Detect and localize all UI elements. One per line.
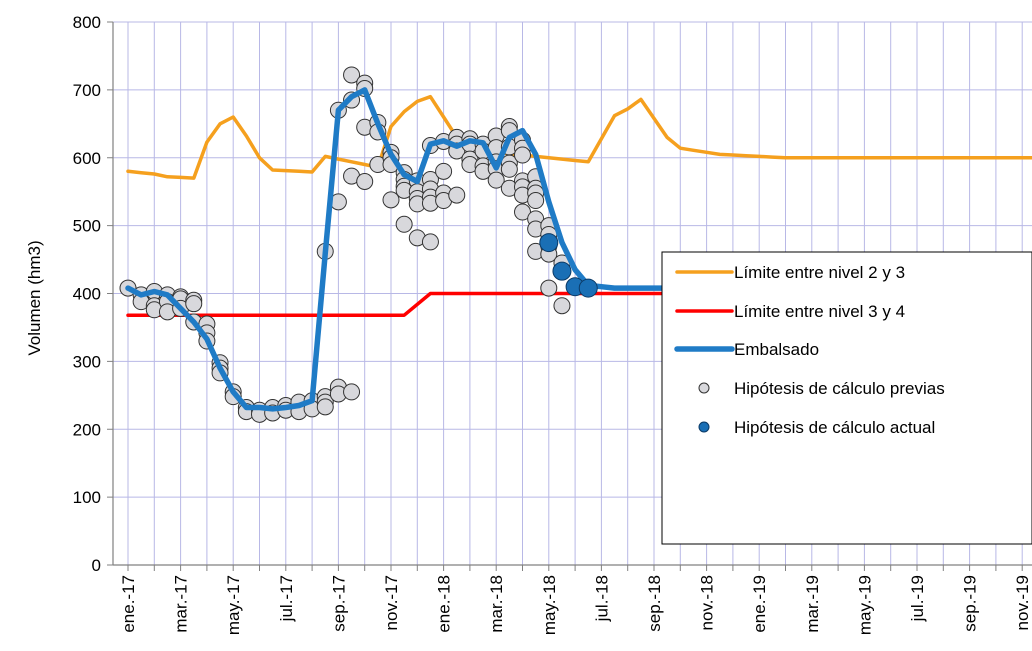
point-previas: [185, 295, 203, 313]
y-tick-label: 500: [73, 217, 101, 236]
point-previas: [395, 215, 413, 233]
x-tick-label: ene.-19: [750, 575, 769, 633]
point-previas: [514, 203, 531, 221]
point-previas: [540, 279, 558, 297]
y-tick-label: 100: [73, 488, 101, 507]
x-tick-label: sep.-18: [645, 575, 664, 632]
point-previas: [343, 66, 361, 84]
y-axis: 0 100 200 300 400 500 600 700 800: [73, 13, 114, 575]
point-previas: [316, 398, 334, 416]
x-tick-label: mar.-18: [487, 575, 506, 633]
legend-label-limit23: Límite entre nivel 2 y 3: [734, 263, 905, 282]
point-previas: [500, 160, 518, 178]
x-tick-label: sep.-17: [329, 575, 348, 632]
x-tick-label: ene.-17: [119, 575, 138, 633]
x-tick-label: nov.-17: [382, 575, 401, 630]
y-tick-label: 800: [73, 13, 101, 32]
series-group: [119, 66, 1032, 423]
point-previas: [356, 173, 374, 191]
point-previas: [514, 146, 531, 164]
point-previas: [343, 383, 361, 401]
x-tick-label: may.-19: [855, 575, 874, 635]
legend-box: [661, 251, 1032, 545]
legend-label-embalsado: Embalsado: [734, 340, 819, 359]
legend-label-actual: Hipótesis de cálculo actual: [734, 418, 935, 437]
x-tick-label: sep.-19: [961, 575, 980, 632]
x-tick-label: may.-17: [224, 575, 243, 635]
point-previas: [527, 192, 545, 210]
point-previas: [487, 171, 505, 189]
x-tick-label: mar.-19: [803, 575, 822, 633]
legend-swatch-previas: [698, 382, 710, 394]
x-axis: ene.-17 mar.-17 may.-17 jul.-17 sep.-17 nov.-…: [113, 564, 1032, 635]
y-axis-label: Volumen (hm3): [25, 240, 44, 355]
point-actual: [552, 261, 572, 281]
x-tick-label: jul.-17: [277, 575, 296, 622]
legend: Límite entre nivel 2 y 3 Límite entre niv…: [661, 251, 1032, 545]
y-tick-label: 0: [92, 556, 101, 575]
legend-label-limit34: Límite entre nivel 3 y 4: [734, 302, 905, 321]
point-previas: [382, 191, 400, 209]
y-tick-label: 400: [73, 285, 101, 304]
point-actual: [578, 278, 598, 298]
point-previas: [435, 162, 453, 180]
y-tick-label: 200: [73, 420, 101, 439]
x-tick-label: jul.-19: [908, 575, 927, 622]
y-tick-label: 700: [73, 81, 101, 100]
x-tick-label: nov.-19: [1013, 575, 1032, 630]
y-tick-label: 300: [73, 352, 101, 371]
x-tick-label: mar.-17: [172, 575, 191, 633]
y-tick-label: 600: [73, 149, 101, 168]
legend-swatch-actual: [698, 421, 710, 433]
point-previas: [553, 297, 571, 315]
x-tick-label: jul.-18: [592, 575, 611, 622]
legend-label-previas: Hipótesis de cálculo previas: [734, 379, 945, 398]
x-tick-label: nov.-18: [698, 575, 717, 630]
point-previas: [421, 233, 439, 251]
point-previas: [448, 186, 466, 204]
x-tick-label: ene.-18: [435, 575, 454, 633]
series-line-limit-2-3: [126, 94, 1032, 180]
point-actual: [539, 233, 559, 253]
x-tick-label: may.-18: [540, 575, 559, 635]
